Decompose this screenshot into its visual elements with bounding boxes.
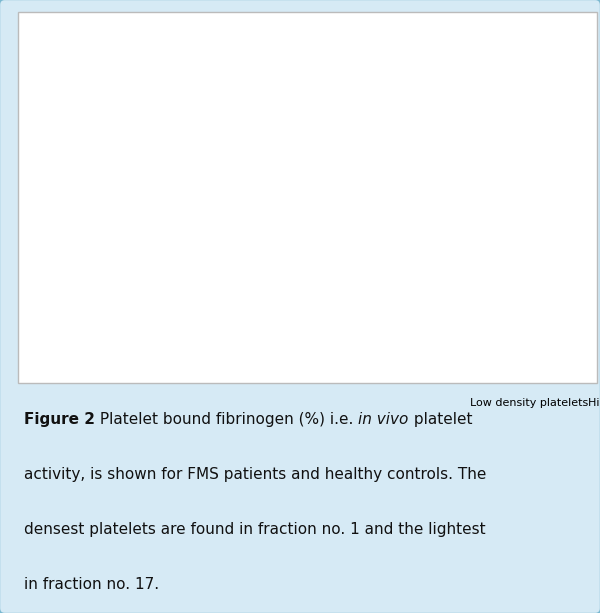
- Text: in fraction no. 17.: in fraction no. 17.: [24, 577, 159, 592]
- Bar: [299, 234, 310, 340]
- Bar: [227, 260, 239, 340]
- Bar: [478, 218, 489, 340]
- Bar: [568, 230, 579, 340]
- Text: densest platelets are found in fraction no. 1 and the lightest: densest platelets are found in fraction …: [24, 522, 485, 537]
- Bar: [538, 218, 549, 340]
- Bar: [90, 60, 101, 340]
- Text: activity, is shown for FMS patients and healthy controls. The: activity, is shown for FMS patients and …: [24, 467, 487, 482]
- Bar: [138, 170, 149, 340]
- Bar: [120, 80, 131, 340]
- Bar: [556, 270, 567, 340]
- Bar: [388, 224, 400, 340]
- Bar: [179, 112, 191, 340]
- Bar: [418, 218, 430, 340]
- Text: in vivo: in vivo: [358, 413, 409, 427]
- Bar: [466, 260, 478, 340]
- Bar: [197, 243, 209, 340]
- Bar: [168, 199, 179, 340]
- Bar: [150, 96, 161, 340]
- Bar: [257, 276, 269, 340]
- Bar: [406, 256, 418, 340]
- Text: Figure 2: Figure 2: [24, 413, 95, 427]
- Bar: [508, 221, 519, 340]
- Bar: [329, 253, 340, 340]
- Bar: [239, 170, 251, 340]
- Bar: [78, 105, 89, 340]
- Bar: [347, 299, 358, 340]
- Bar: [317, 292, 328, 340]
- Bar: [496, 279, 507, 340]
- Y-axis label: in vivo fibrinogen bound platelets (%): in vivo fibrinogen bound platelets (%): [20, 68, 34, 291]
- Bar: [448, 211, 460, 340]
- Legend: Controls, Fibromyalgia: Controls, Fibromyalgia: [478, 22, 584, 64]
- Text: High density platelets: High density platelets: [588, 398, 600, 408]
- Bar: [108, 150, 119, 340]
- Bar: [287, 289, 298, 340]
- Text: Low density platelets: Low density platelets: [470, 398, 588, 408]
- Text: $\it{p}$ < 0.05: $\it{p}$ < 0.05: [482, 150, 537, 166]
- Text: Platelet bound fibrinogen (%) i.e.: Platelet bound fibrinogen (%) i.e.: [95, 413, 358, 427]
- Bar: [377, 292, 388, 340]
- Bar: [436, 260, 448, 340]
- Bar: [269, 208, 280, 340]
- Bar: [359, 247, 370, 340]
- Text: platelet: platelet: [409, 413, 472, 427]
- Bar: [209, 147, 221, 340]
- Bar: [526, 266, 537, 340]
